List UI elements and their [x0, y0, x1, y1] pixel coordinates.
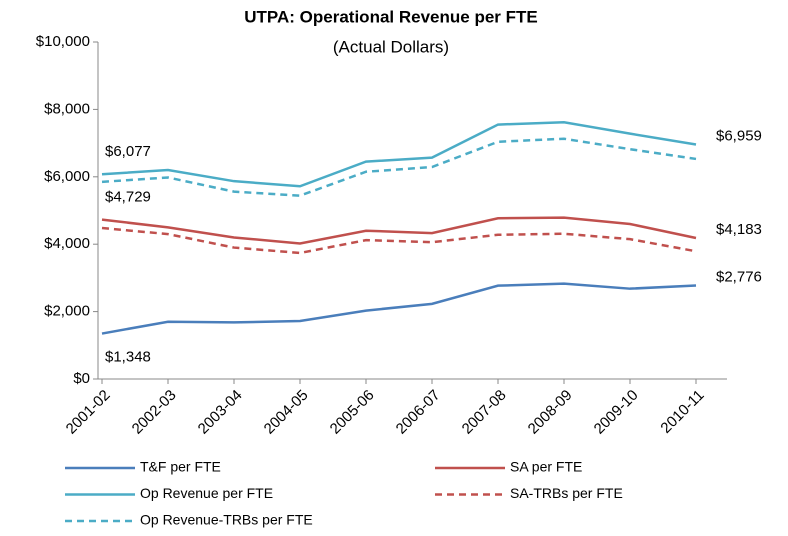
y-tick-label: $6,000	[44, 168, 90, 185]
x-tick-label: 2004-05	[261, 387, 312, 438]
x-tick-label: 2006-07	[393, 387, 444, 438]
x-tick-label: 2001-02	[63, 387, 114, 438]
x-tick-label: 2003-04	[195, 387, 246, 438]
y-tick-label: $0	[73, 370, 90, 387]
series-line	[101, 137, 697, 197]
x-tick-label: 2007-08	[459, 387, 510, 438]
data-label: $2,776	[716, 268, 762, 285]
legend-label: SA-TRBs per FTE	[510, 485, 623, 501]
legend-label: Op Revenue per FTE	[140, 485, 273, 501]
y-tick-label: $2,000	[44, 303, 90, 320]
y-tick-label: $8,000	[44, 100, 90, 117]
y-tick-label: $10,000	[36, 33, 90, 50]
y-tick-label: $4,000	[44, 235, 90, 252]
data-label: $4,729	[105, 189, 151, 206]
chart-title: UTPA: Operational Revenue per FTE	[244, 7, 537, 26]
series-line	[101, 216, 697, 245]
data-label: $4,183	[716, 221, 762, 238]
x-tick-label: 2002-03	[129, 387, 180, 438]
data-label: $6,077	[105, 143, 151, 160]
legend-label: SA per FTE	[510, 459, 582, 475]
chart-subtitle: (Actual Dollars)	[333, 37, 449, 56]
legend-label: T&F per FTE	[140, 459, 221, 475]
x-tick-label: 2010-11	[657, 387, 707, 437]
x-tick-label: 2008-09	[525, 387, 576, 438]
series-line	[101, 120, 697, 188]
legend-label: Op Revenue-TRBs per FTE	[140, 512, 313, 528]
data-label: $1,348	[105, 349, 151, 366]
x-tick-label: 2009-10	[591, 387, 642, 438]
series-line	[101, 226, 697, 255]
series-line	[101, 282, 697, 335]
data-label: $6,959	[716, 127, 762, 144]
x-tick-label: 2005-06	[327, 387, 378, 438]
